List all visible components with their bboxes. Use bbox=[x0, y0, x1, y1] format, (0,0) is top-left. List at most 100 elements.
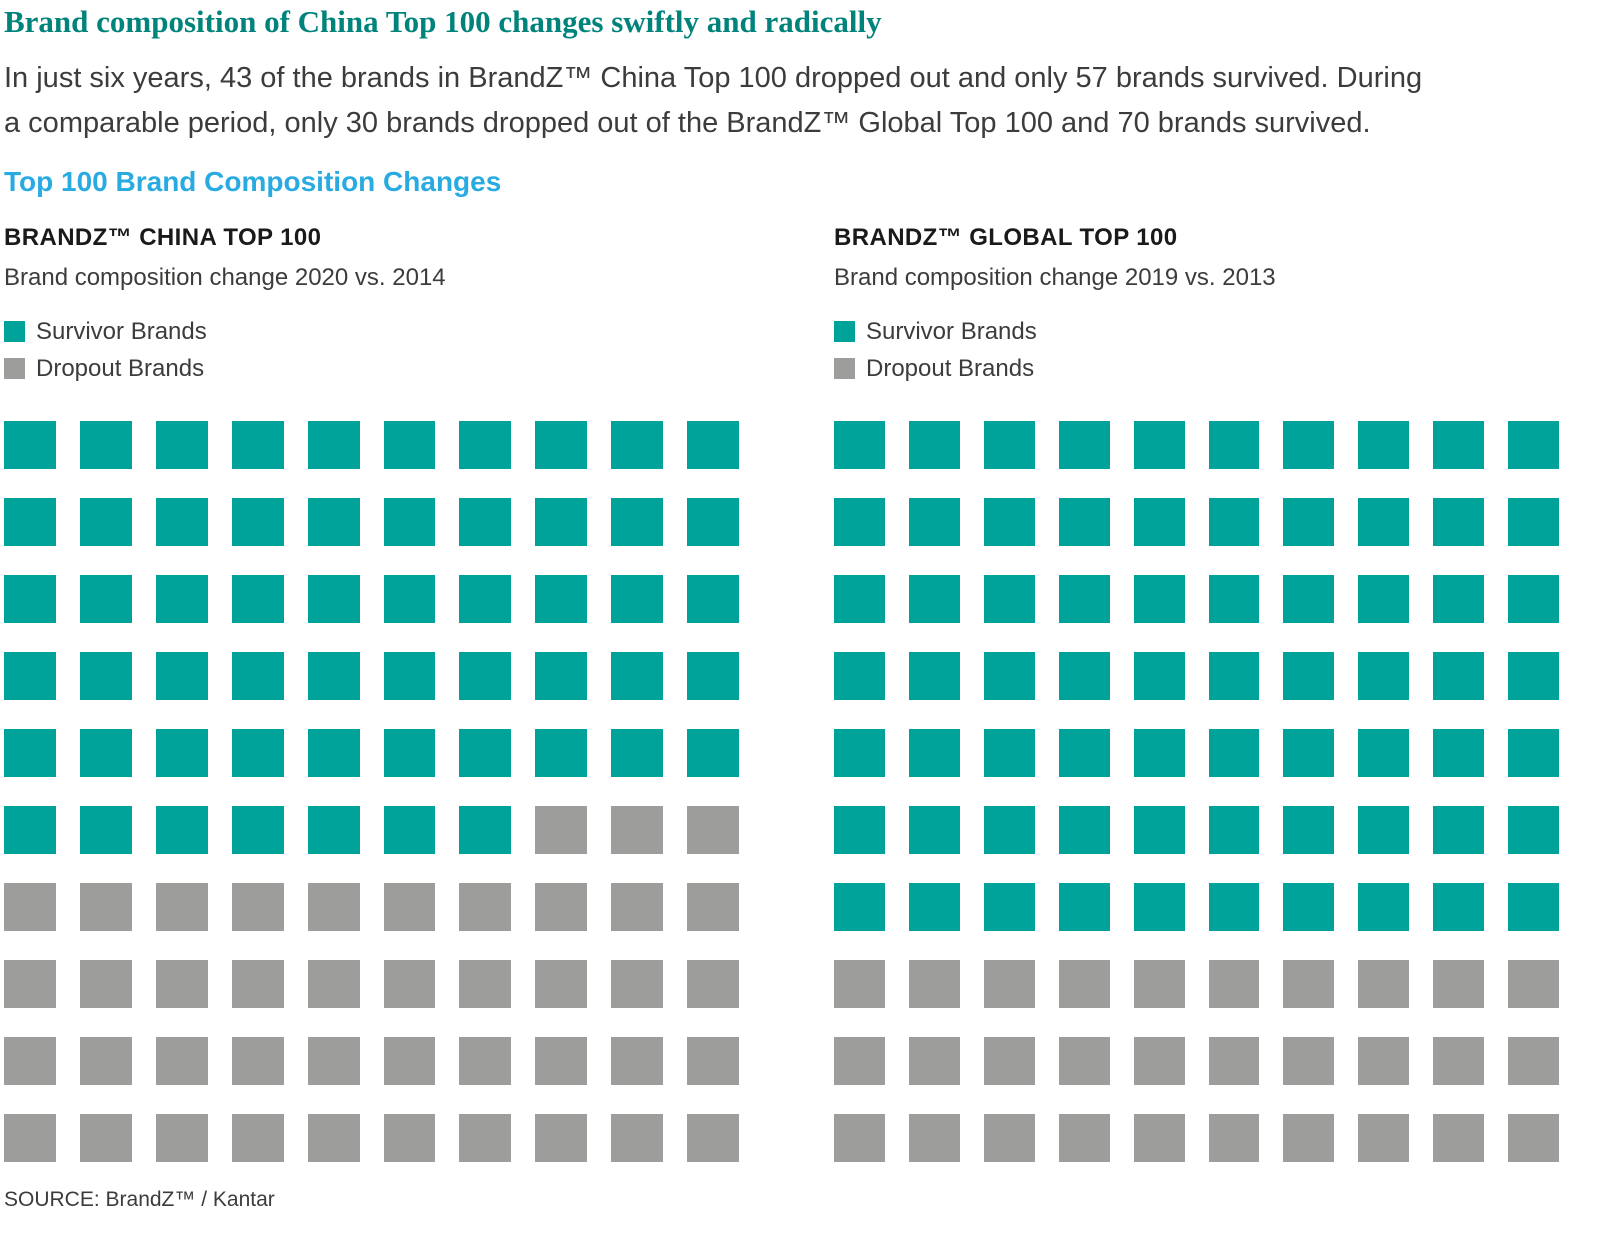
dropout-cell bbox=[307, 882, 360, 931]
survivor-cell bbox=[79, 728, 132, 777]
legend-item-dropout: Dropout Brands bbox=[834, 355, 1559, 383]
dropout-cell bbox=[834, 1036, 885, 1085]
dropout-cell bbox=[155, 882, 208, 931]
dropout-cell bbox=[1358, 1113, 1410, 1162]
survivor-cell bbox=[1283, 420, 1335, 469]
survivor-cell bbox=[1433, 805, 1485, 854]
survivor-cell bbox=[1358, 497, 1410, 546]
survivor-cell bbox=[1058, 574, 1110, 623]
dropout-cell bbox=[1133, 959, 1185, 1008]
survivor-cell bbox=[1283, 574, 1335, 623]
survivor-cell bbox=[908, 574, 960, 623]
survivor-cell bbox=[1433, 728, 1485, 777]
survivor-cell bbox=[383, 651, 436, 700]
page-title: Brand composition of China Top 100 chang… bbox=[4, 4, 882, 39]
survivor-cell bbox=[1508, 651, 1559, 700]
survivor-cell bbox=[307, 574, 360, 623]
dropout-cell bbox=[79, 959, 132, 1008]
survivor-cell bbox=[687, 728, 739, 777]
dropout-cell bbox=[535, 805, 588, 854]
survivor-cell bbox=[4, 728, 56, 777]
survivor-swatch-icon bbox=[4, 321, 25, 343]
dropout-cell bbox=[611, 1113, 664, 1162]
survivor-cell bbox=[383, 420, 436, 469]
panel-china-top-100: BRANDZ™ CHINA TOP 100 Brand composition … bbox=[4, 224, 739, 1162]
survivor-cell bbox=[535, 728, 588, 777]
dropout-cell bbox=[1508, 1036, 1559, 1085]
dropout-cell bbox=[231, 959, 284, 1008]
survivor-cell bbox=[1133, 805, 1185, 854]
survivor-cell bbox=[231, 728, 284, 777]
legend-china: Survivor Brands Dropout Brands bbox=[4, 318, 739, 383]
dropout-cell bbox=[834, 1113, 885, 1162]
survivor-cell bbox=[155, 805, 208, 854]
dropout-cell bbox=[983, 1113, 1035, 1162]
dropout-cell bbox=[535, 1036, 588, 1085]
survivor-cell bbox=[459, 651, 512, 700]
dropout-cell bbox=[1133, 1113, 1185, 1162]
dropout-cell bbox=[383, 959, 436, 1008]
survivor-cell bbox=[1208, 882, 1260, 931]
legend-label-dropout: Dropout Brands bbox=[36, 354, 205, 382]
survivor-cell bbox=[611, 420, 664, 469]
dropout-cell bbox=[307, 1036, 360, 1085]
survivor-cell bbox=[611, 651, 664, 700]
dropout-cell bbox=[459, 1113, 512, 1162]
survivor-cell bbox=[611, 497, 664, 546]
dropout-cell bbox=[1508, 959, 1559, 1008]
survivor-cell bbox=[1283, 651, 1335, 700]
survivor-cell bbox=[1058, 420, 1110, 469]
survivor-cell bbox=[535, 420, 588, 469]
survivor-cell bbox=[231, 805, 284, 854]
survivor-swatch-icon bbox=[834, 321, 855, 343]
survivor-cell bbox=[687, 497, 739, 546]
dropout-cell bbox=[687, 1113, 739, 1162]
panel-global-top-100: BRANDZ™ GLOBAL TOP 100 Brand composition… bbox=[834, 224, 1559, 1162]
dropout-cell bbox=[611, 882, 664, 931]
survivor-cell bbox=[908, 728, 960, 777]
survivor-cell bbox=[1508, 805, 1559, 854]
waffle-chart-global bbox=[834, 420, 1559, 1162]
survivor-cell bbox=[1358, 574, 1410, 623]
survivor-cell bbox=[155, 574, 208, 623]
dropout-cell bbox=[4, 882, 56, 931]
survivor-cell bbox=[231, 651, 284, 700]
dropout-cell bbox=[231, 1036, 284, 1085]
survivor-cell bbox=[1208, 497, 1260, 546]
dropout-cell bbox=[687, 1036, 739, 1085]
dropout-cell bbox=[383, 1036, 436, 1085]
survivor-cell bbox=[383, 497, 436, 546]
dropout-cell bbox=[79, 1113, 132, 1162]
survivor-cell bbox=[1058, 497, 1110, 546]
waffle-chart-china bbox=[4, 420, 739, 1162]
dropout-cell bbox=[611, 805, 664, 854]
survivor-cell bbox=[983, 805, 1035, 854]
survivor-cell bbox=[1208, 574, 1260, 623]
survivor-cell bbox=[1358, 728, 1410, 777]
dropout-cell bbox=[459, 1036, 512, 1085]
dropout-cell bbox=[459, 882, 512, 931]
survivor-cell bbox=[983, 420, 1035, 469]
dropout-cell bbox=[155, 1036, 208, 1085]
survivor-cell bbox=[834, 497, 885, 546]
survivor-cell bbox=[1133, 728, 1185, 777]
panel-heading-global: BRANDZ™ GLOBAL TOP 100 bbox=[834, 223, 1178, 251]
dropout-cell bbox=[1283, 959, 1335, 1008]
dropout-cell bbox=[155, 1113, 208, 1162]
dropout-cell bbox=[1058, 1113, 1110, 1162]
legend-item-survivor: Survivor Brands bbox=[4, 318, 739, 346]
dropout-cell bbox=[155, 959, 208, 1008]
survivor-cell bbox=[1058, 805, 1110, 854]
dropout-cell bbox=[908, 1036, 960, 1085]
legend-global: Survivor Brands Dropout Brands bbox=[834, 318, 1559, 383]
survivor-cell bbox=[383, 728, 436, 777]
survivor-cell bbox=[611, 728, 664, 777]
survivor-cell bbox=[1508, 497, 1559, 546]
survivor-cell bbox=[231, 574, 284, 623]
dropout-cell bbox=[4, 1113, 56, 1162]
dropout-cell bbox=[983, 959, 1035, 1008]
survivor-cell bbox=[4, 420, 56, 469]
source-note: SOURCE: BrandZ™ / Kantar bbox=[4, 1187, 275, 1211]
dropout-swatch-icon bbox=[834, 358, 855, 380]
survivor-cell bbox=[1208, 728, 1260, 777]
